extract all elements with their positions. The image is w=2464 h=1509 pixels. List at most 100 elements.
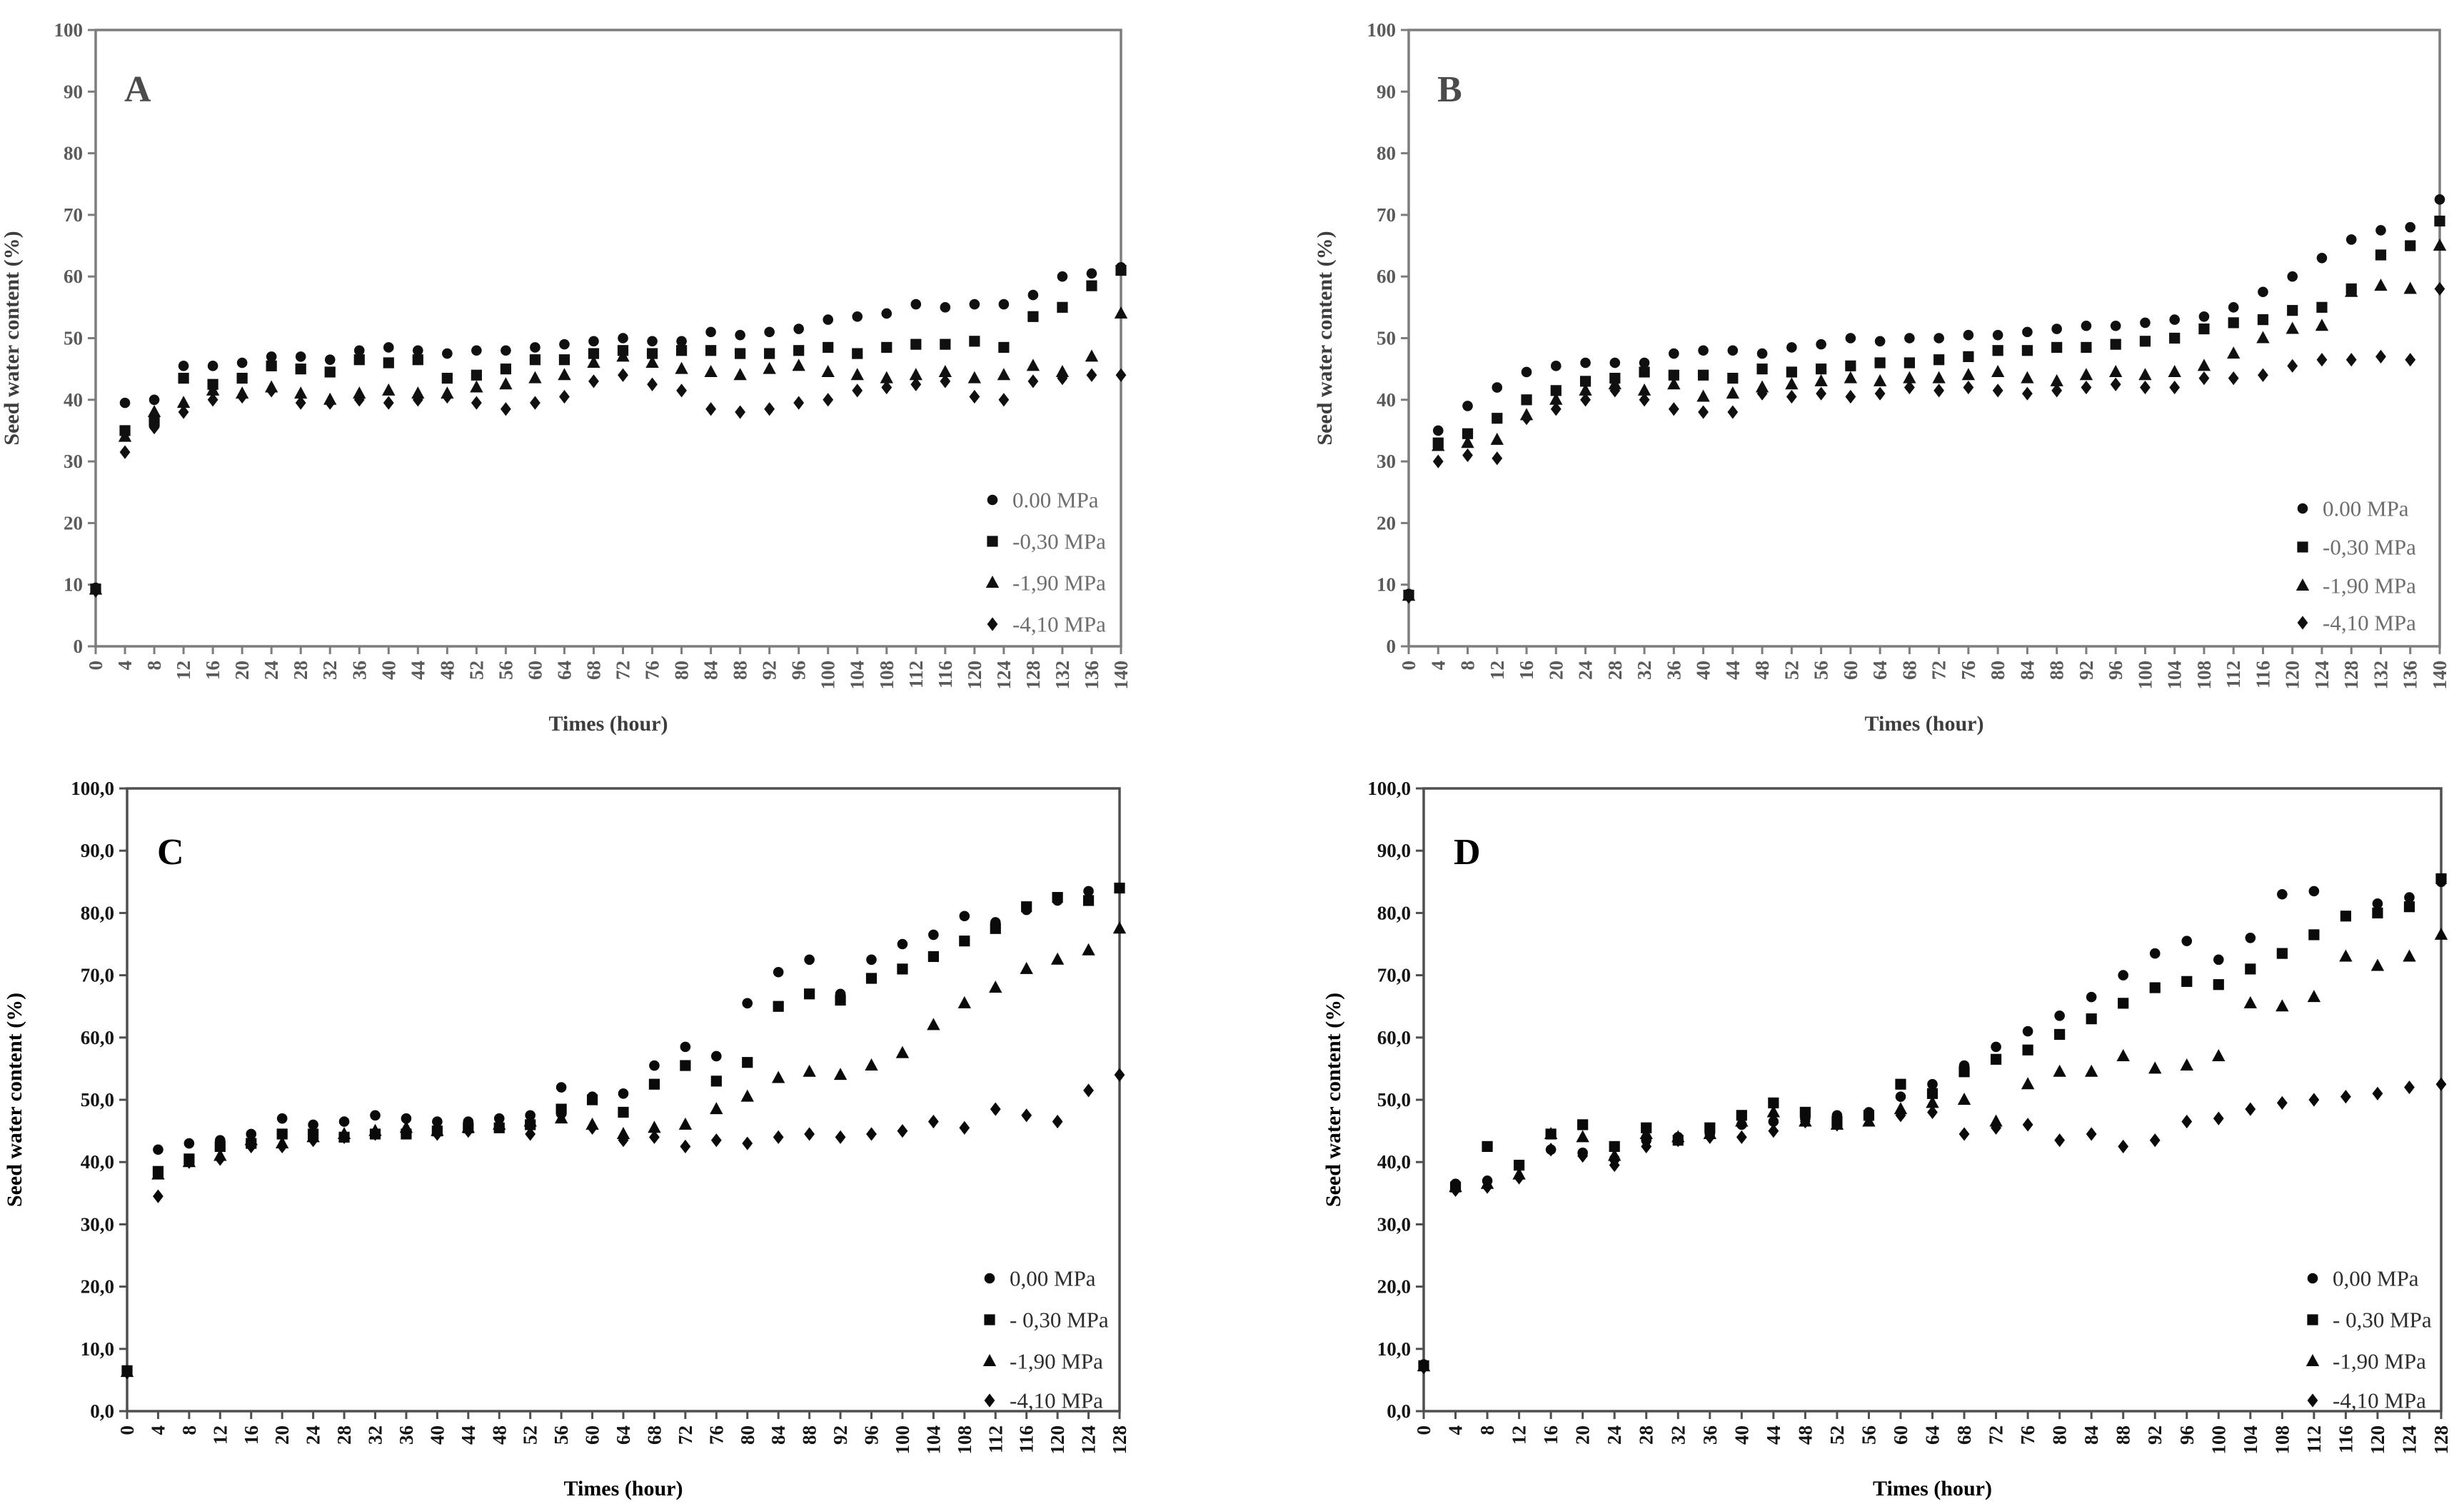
- x-tick-label: 116: [2335, 1425, 2356, 1453]
- data-point: [1057, 301, 1068, 313]
- data-point: [2051, 383, 2063, 398]
- legend-label: 0.00 MPa: [2323, 496, 2409, 521]
- data-point: [1874, 357, 1886, 369]
- data-point: [710, 1133, 722, 1148]
- data-point: [1461, 436, 1474, 448]
- data-point: [1845, 360, 1856, 371]
- y-tick-label: 100,0: [71, 778, 114, 799]
- data-point: [1785, 377, 1799, 390]
- y-tick-label: 80,0: [81, 902, 114, 923]
- x-tick-label: 36: [348, 661, 370, 680]
- x-tick-label: 20: [1572, 1425, 1594, 1445]
- data-point: [675, 361, 688, 374]
- x-tick-label: 52: [520, 1425, 541, 1445]
- data-point: [119, 445, 131, 459]
- data-point: [763, 361, 776, 374]
- data-point: [880, 371, 893, 383]
- data-point: [308, 1119, 318, 1131]
- data-point: [1114, 1068, 1125, 1082]
- data-point: [1927, 1105, 1938, 1120]
- legend: 0.00 MPa -0,30 MPa -1,90 MPa -4,10 MPa: [2295, 496, 2416, 636]
- data-point: [865, 973, 878, 984]
- square-marker: [2297, 541, 2308, 553]
- data-point: [1057, 371, 1068, 386]
- data-point: [2116, 1048, 2130, 1061]
- x-tick-label: 32: [1634, 661, 1655, 680]
- data-point: [823, 314, 834, 325]
- x-tick-label: 20: [271, 1425, 293, 1445]
- data-point: [178, 361, 189, 371]
- data-point: [1115, 264, 1127, 276]
- data-point: [236, 372, 248, 384]
- data-point: [2228, 371, 2239, 386]
- data-point: [2345, 234, 2357, 245]
- x-tick-label: 88: [2113, 1425, 2134, 1445]
- data-point: [1521, 394, 1532, 406]
- data-point: [803, 1064, 816, 1077]
- x-tick-label: 124: [1078, 1425, 1100, 1455]
- data-point: [2022, 386, 2033, 401]
- data-point: [2198, 371, 2210, 386]
- data-point: [2081, 341, 2092, 354]
- data-point: [1958, 1066, 1970, 1078]
- y-tick-label: 20: [1377, 512, 1396, 533]
- data-point: [2198, 311, 2210, 322]
- data-point: [266, 383, 277, 398]
- data-point: [735, 348, 746, 359]
- data-point: [308, 1133, 319, 1148]
- data-point: [501, 402, 511, 416]
- x-tick-label: 84: [768, 1425, 789, 1445]
- data-point: [2138, 368, 2152, 381]
- y-tick-label: 50,0: [81, 1089, 114, 1111]
- data-point: [2375, 349, 2386, 364]
- x-tick-label: 72: [613, 661, 634, 680]
- panel-letter: D: [1454, 832, 1481, 873]
- x-tick-label: 92: [2144, 1425, 2166, 1445]
- x-tick-label: 44: [407, 661, 428, 680]
- data-point: [2434, 215, 2445, 227]
- data-point: [266, 351, 277, 362]
- y-tick-label: 60,0: [1377, 1027, 1411, 1048]
- data-point: [2277, 888, 2288, 900]
- data-point: [1934, 383, 1945, 398]
- series-circle: [90, 261, 1127, 593]
- x-tick-label: 108: [876, 661, 897, 690]
- series-circle: [1418, 876, 2447, 1370]
- y-tick-label: 20,0: [1377, 1276, 1411, 1298]
- data-point: [742, 1057, 753, 1068]
- data-point: [793, 345, 805, 356]
- data-point: [2434, 281, 2445, 296]
- legend-label: -1,90 MPa: [2323, 573, 2416, 598]
- data-point: [119, 397, 131, 408]
- data-point: [1816, 339, 1826, 350]
- data-point: [294, 386, 308, 399]
- data-point: [528, 371, 542, 383]
- data-point: [151, 1167, 165, 1180]
- x-tick-label: 64: [613, 1425, 634, 1445]
- data-point: [1698, 405, 1709, 419]
- y-tick-label: 70: [1377, 204, 1396, 226]
- data-point: [442, 348, 453, 359]
- data-point: [276, 1139, 288, 1153]
- x-tick-label: 0: [116, 1425, 138, 1435]
- data-point: [676, 383, 687, 398]
- y-tick-label: 20: [64, 512, 83, 533]
- panel-letter: A: [124, 69, 151, 110]
- data-point: [1462, 401, 1473, 411]
- data-point: [1114, 306, 1128, 319]
- x-tick-label: 128: [1109, 1425, 1130, 1455]
- x-tick-label: 108: [2271, 1425, 2293, 1455]
- data-point: [1115, 368, 1127, 382]
- data-point: [1963, 329, 1974, 341]
- data-point: [2316, 253, 2328, 264]
- x-tick-label: 48: [1751, 661, 1773, 680]
- data-point: [1027, 374, 1039, 388]
- data-point: [441, 389, 453, 404]
- data-point: [383, 342, 394, 353]
- x-tick-label: 24: [1604, 1425, 1625, 1445]
- data-point: [2258, 368, 2268, 382]
- data-point: [1027, 289, 1039, 301]
- data-point: [764, 348, 775, 359]
- data-point: [927, 1114, 939, 1129]
